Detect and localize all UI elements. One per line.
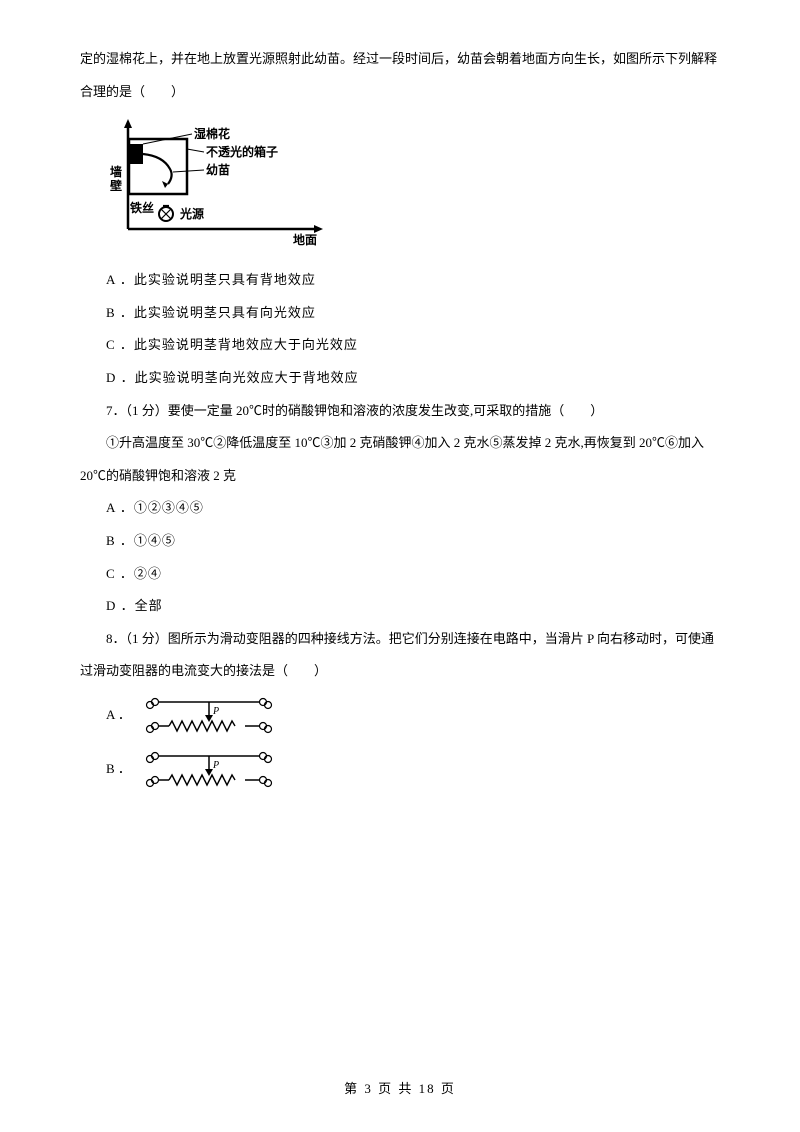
rheostat-a-icon: P xyxy=(139,690,279,740)
intro-line2: 合理的是（ ） xyxy=(80,78,720,107)
lbl-wall-1: 墙 xyxy=(110,164,122,179)
q7-stem: 7．（1 分）要使一定量 20℃时的硝酸钾饱和溶液的浓度发生改变,可采取的措施（… xyxy=(80,397,720,426)
q6-option-c: C ．此实验说明茎背地效应大于向光效应 xyxy=(80,331,720,360)
q7-body2: 20℃的硝酸钾饱和溶液 2 克 xyxy=(80,462,720,491)
q8-b-label: B ． xyxy=(80,755,131,784)
svg-text:P: P xyxy=(212,760,219,771)
q8-option-b: B ． P xyxy=(80,744,720,794)
lbl-seedling: 幼苗 xyxy=(206,162,230,177)
q8-option-a: A ． P xyxy=(80,690,720,740)
q8-stem2: 过滑动变阻器的电流变大的接法是（ ） xyxy=(80,657,720,686)
page-footer: 第 3 页 共 18 页 xyxy=(0,1075,800,1104)
q7-option-a: A ．①②③④⑤ xyxy=(80,494,720,523)
q6-option-a: A ．此实验说明茎只具有背地效应 xyxy=(80,266,720,295)
svg-text:P: P xyxy=(212,706,219,717)
lbl-light: 光源 xyxy=(179,206,204,221)
lbl-wire: 铁丝 xyxy=(130,200,154,215)
seedling-diagram: 湿棉花 不透光的箱子 幼苗 墙 壁 铁丝 光源 地面 xyxy=(108,114,720,254)
q7-option-c: C ．②④ xyxy=(80,560,720,589)
q8-a-label: A ． xyxy=(80,701,131,730)
lbl-wet-cotton: 湿棉花 xyxy=(194,126,230,141)
q6-option-d: D ．此实验说明茎向光效应大于背地效应 xyxy=(80,364,720,393)
lbl-ground: 地面 xyxy=(293,232,317,247)
q6-option-b: B ．此实验说明茎只具有向光效应 xyxy=(80,299,720,328)
lbl-wall-2: 壁 xyxy=(110,178,122,193)
q7-option-d: D ．全部 xyxy=(80,592,720,621)
intro-line1: 定的湿棉花上，并在地上放置光源照射此幼苗。经过一段时间后，幼苗会朝着地面方向生长… xyxy=(80,45,720,74)
q8-stem1: 8．（1 分）图所示为滑动变阻器的四种接线方法。把它们分别连接在电路中，当滑片 … xyxy=(80,625,720,654)
q7-body1: ①升高温度至 30℃②降低温度至 10℃③加 2 克硝酸钾④加入 2 克水⑤蒸发… xyxy=(80,429,720,458)
q7-option-b: B ．①④⑤ xyxy=(80,527,720,556)
rheostat-b-icon: P xyxy=(139,744,279,794)
lbl-box: 不透光的箱子 xyxy=(206,144,278,159)
